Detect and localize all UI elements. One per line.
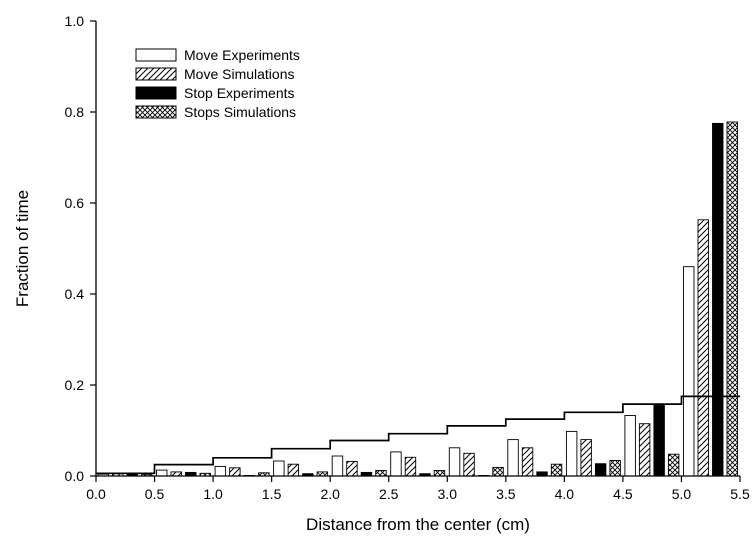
bar-stops-simulations-7 bbox=[550, 463, 563, 477]
y-tick-label: 0.0 bbox=[65, 468, 85, 484]
x-tick-label: 5.5 bbox=[730, 486, 750, 502]
y-tick-label: 0.4 bbox=[65, 286, 85, 302]
bar-move-experiments-5 bbox=[390, 451, 402, 477]
y-ticks: 0.0 0.2 0.4 0.6 0.8 1.0 bbox=[65, 13, 96, 484]
plot-area bbox=[96, 121, 740, 477]
bar-move-simulations-7 bbox=[521, 447, 534, 477]
legend-item-move-experiments: Move Experiments bbox=[135, 47, 300, 63]
legend-label-move-experiments: Move Experiments bbox=[184, 47, 300, 63]
legend-item-move-simulations: Move Simulations bbox=[135, 66, 295, 82]
bar-move-experiments-9 bbox=[624, 415, 636, 477]
bar-move-simulations-3 bbox=[287, 463, 300, 477]
bar-move-experiments-6 bbox=[448, 447, 461, 477]
legend-label-stop-experiments: Stop Experiments bbox=[184, 85, 295, 101]
legend-label-stops-simulations: Stops Simulations bbox=[184, 104, 296, 120]
legend: Move Experiments Move Simulations Stop E… bbox=[135, 47, 300, 120]
bar-stops-simulations-10 bbox=[726, 121, 738, 477]
y-axis: 0.0 0.2 0.4 0.6 0.8 1.0 Fraction of time bbox=[13, 13, 97, 484]
legend-swatch-stop-experiments bbox=[135, 86, 177, 100]
legend-swatch-stops-simulations bbox=[135, 105, 177, 119]
legend-item-stops-simulations: Stops Simulations bbox=[135, 104, 296, 120]
x-ticks: 0.0 0.5 1.0 1.5 2.0 2.5 3.0 3.5 4.0 4.5 5.0 5.5 bbox=[86, 476, 750, 502]
x-axis-title: Distance from the center (cm) bbox=[306, 515, 530, 534]
legend-swatch-move-simulations bbox=[135, 67, 177, 81]
bar-stops-simulations-9 bbox=[667, 453, 680, 477]
bar-stop-experiments-8 bbox=[594, 463, 607, 477]
x-tick-label: 4.0 bbox=[555, 486, 575, 502]
x-tick-label: 0.0 bbox=[86, 486, 106, 502]
bar-move-simulations-4 bbox=[346, 460, 358, 477]
bar-stop-experiments-10 bbox=[712, 122, 724, 477]
legend-label-move-simulations: Move Simulations bbox=[184, 66, 295, 82]
bar-stops-simulations-5 bbox=[433, 470, 446, 477]
x-tick-label: 0.5 bbox=[145, 486, 165, 502]
x-tick-label: 4.5 bbox=[613, 486, 633, 502]
series-move-experiments bbox=[97, 266, 695, 477]
bar-move-experiments-1 bbox=[156, 469, 168, 477]
series-move-simulations bbox=[112, 219, 709, 477]
y-tick-label: 1.0 bbox=[65, 13, 85, 29]
x-tick-label: 1.5 bbox=[262, 486, 282, 502]
bar-move-simulations-6 bbox=[463, 452, 475, 477]
bar-move-simulations-2 bbox=[229, 467, 241, 477]
legend-swatch-move-experiments bbox=[135, 48, 177, 62]
y-tick-label: 0.6 bbox=[65, 195, 85, 211]
bar-stop-experiments-9 bbox=[653, 405, 665, 477]
bar-move-simulations-5 bbox=[404, 456, 417, 477]
bar-move-experiments-3 bbox=[273, 460, 285, 477]
bar-move-experiments-4 bbox=[331, 455, 344, 477]
bar-move-experiments-7 bbox=[507, 439, 519, 477]
step-line bbox=[96, 395, 740, 475]
bar-move-simulations-10 bbox=[697, 219, 709, 477]
legend-item-stop-experiments: Stop Experiments bbox=[135, 85, 295, 101]
bar-move-experiments-10 bbox=[683, 266, 695, 477]
x-axis: 0.0 0.5 1.0 1.5 2.0 2.5 3.0 3.5 4.0 4.5 5.0 5.5 Dis… bbox=[86, 475, 750, 534]
bar-move-experiments-2 bbox=[214, 465, 227, 477]
x-tick-label: 1.0 bbox=[203, 486, 223, 502]
bar-move-simulations-8 bbox=[580, 439, 592, 477]
x-tick-label: 3.0 bbox=[438, 486, 458, 502]
x-tick-label: 3.5 bbox=[496, 486, 516, 502]
x-tick-label: 2.5 bbox=[379, 486, 399, 502]
series-stops-simulations bbox=[141, 121, 738, 477]
x-tick-label: 5.0 bbox=[672, 486, 692, 502]
y-tick-label: 0.2 bbox=[65, 377, 85, 393]
bar-move-simulations-9 bbox=[638, 423, 651, 477]
bar-stops-simulations-6 bbox=[492, 466, 504, 477]
y-axis-title: Fraction of time bbox=[13, 190, 32, 307]
bar-stops-simulations-8 bbox=[609, 460, 621, 477]
bar-move-experiments-8 bbox=[565, 430, 578, 477]
y-tick-label: 0.8 bbox=[65, 104, 85, 120]
bar-stops-simulations-4 bbox=[375, 470, 387, 477]
x-tick-label: 2.0 bbox=[320, 486, 340, 502]
